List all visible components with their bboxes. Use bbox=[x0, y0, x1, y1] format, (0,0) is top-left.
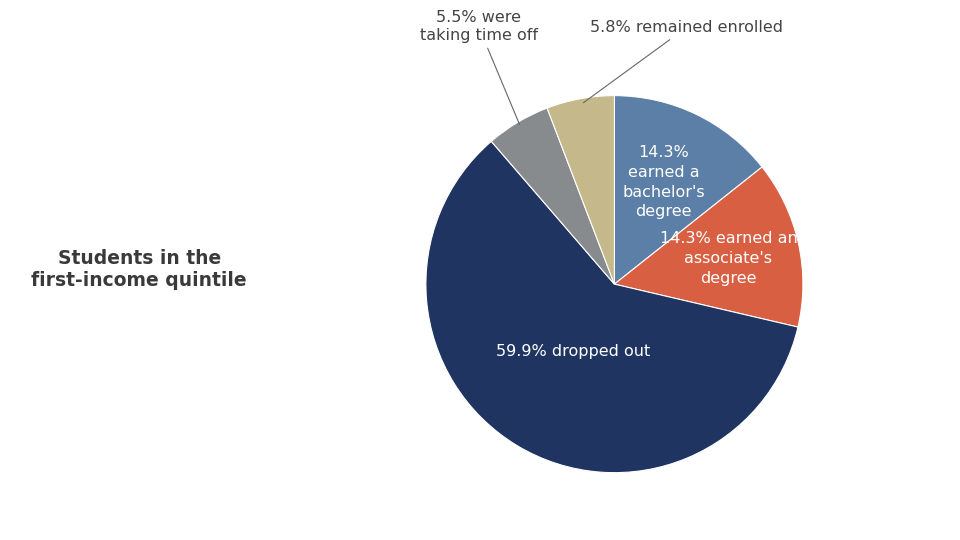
Wedge shape bbox=[492, 108, 614, 284]
Text: 5.8% remained enrolled: 5.8% remained enrolled bbox=[584, 21, 782, 103]
Wedge shape bbox=[547, 96, 614, 284]
Wedge shape bbox=[426, 141, 798, 472]
Wedge shape bbox=[614, 167, 803, 327]
Text: 14.3%
earned a
bachelor's
degree: 14.3% earned a bachelor's degree bbox=[622, 145, 705, 219]
Wedge shape bbox=[614, 96, 762, 284]
Text: 5.5% were
taking time off: 5.5% were taking time off bbox=[420, 10, 538, 125]
Text: 59.9% dropped out: 59.9% dropped out bbox=[496, 345, 651, 359]
Text: Students in the
first-income quintile: Students in the first-income quintile bbox=[32, 249, 247, 291]
Text: 14.3% earned an
associate's
degree: 14.3% earned an associate's degree bbox=[660, 231, 798, 286]
